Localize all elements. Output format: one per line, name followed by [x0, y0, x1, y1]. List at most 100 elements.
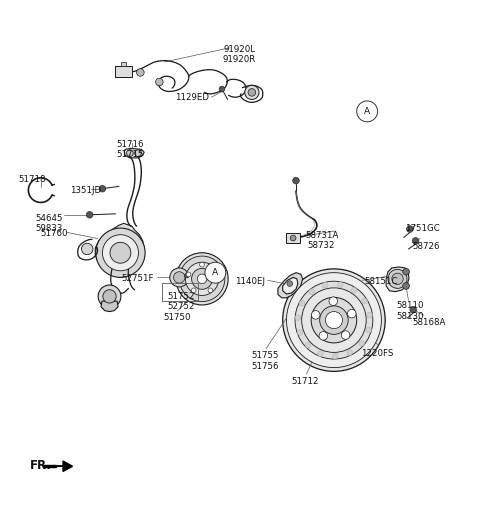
Text: 1220FS: 1220FS: [361, 349, 394, 357]
Text: 58151C: 58151C: [364, 277, 398, 286]
Circle shape: [293, 177, 300, 184]
Circle shape: [348, 310, 356, 318]
Text: 51712: 51712: [292, 377, 319, 386]
Circle shape: [325, 312, 342, 329]
Text: A: A: [364, 107, 370, 116]
Circle shape: [102, 235, 138, 271]
Text: FR.: FR.: [30, 459, 52, 472]
Polygon shape: [124, 148, 144, 158]
Text: 1140EJ: 1140EJ: [235, 277, 264, 286]
Circle shape: [179, 256, 225, 302]
Circle shape: [96, 228, 145, 278]
Circle shape: [403, 268, 409, 275]
Circle shape: [388, 269, 407, 288]
Circle shape: [301, 288, 366, 352]
Text: 52751F: 52751F: [121, 274, 154, 283]
Circle shape: [248, 89, 256, 96]
Circle shape: [156, 78, 163, 86]
Circle shape: [367, 312, 372, 318]
Circle shape: [403, 283, 409, 289]
Text: 51750: 51750: [164, 314, 191, 322]
Circle shape: [170, 268, 189, 287]
Circle shape: [341, 331, 350, 339]
Bar: [286, 233, 300, 243]
Circle shape: [174, 272, 185, 283]
Circle shape: [319, 332, 327, 340]
Text: 51716
51715: 51716 51715: [116, 140, 144, 159]
Circle shape: [366, 327, 372, 333]
Circle shape: [99, 185, 106, 192]
Circle shape: [186, 272, 191, 277]
Polygon shape: [283, 278, 298, 294]
Circle shape: [311, 297, 357, 343]
Text: 58168A: 58168A: [412, 318, 445, 327]
Circle shape: [347, 350, 353, 355]
Text: 51755
51756: 51755 51756: [251, 351, 278, 371]
Circle shape: [176, 253, 228, 305]
Circle shape: [337, 282, 343, 287]
Polygon shape: [386, 267, 409, 291]
Circle shape: [137, 68, 144, 76]
Circle shape: [299, 300, 305, 306]
Circle shape: [392, 273, 403, 285]
Circle shape: [135, 150, 141, 157]
Circle shape: [295, 281, 373, 359]
Text: A: A: [212, 268, 218, 277]
Circle shape: [197, 274, 207, 284]
Text: 58110
58130: 58110 58130: [396, 301, 424, 320]
Circle shape: [312, 311, 320, 319]
Circle shape: [407, 226, 413, 232]
Circle shape: [357, 101, 378, 122]
Circle shape: [213, 272, 218, 277]
Circle shape: [205, 262, 226, 283]
Circle shape: [127, 150, 133, 157]
Text: 54645
59833: 54645 59833: [36, 214, 63, 233]
Bar: [121, 62, 126, 66]
Text: 51752
52752: 51752 52752: [168, 291, 195, 311]
Circle shape: [219, 86, 225, 92]
Bar: [115, 66, 132, 77]
Circle shape: [309, 289, 314, 295]
Circle shape: [320, 306, 348, 334]
Bar: [162, 283, 198, 301]
Circle shape: [110, 243, 131, 263]
Polygon shape: [278, 272, 302, 298]
Circle shape: [359, 340, 364, 346]
Circle shape: [329, 297, 337, 305]
Text: 1351JD: 1351JD: [70, 185, 101, 195]
Circle shape: [192, 268, 213, 289]
Circle shape: [86, 212, 93, 218]
Circle shape: [305, 342, 311, 348]
Circle shape: [103, 290, 116, 303]
Circle shape: [283, 269, 385, 371]
Circle shape: [287, 281, 293, 286]
Circle shape: [184, 273, 189, 278]
Circle shape: [245, 85, 259, 99]
Text: 91920L
91920R: 91920L 91920R: [222, 45, 256, 64]
Circle shape: [318, 351, 323, 356]
Polygon shape: [43, 466, 56, 467]
Circle shape: [410, 306, 417, 313]
Text: 58731A
58732: 58731A 58732: [305, 231, 338, 250]
Text: 51718: 51718: [18, 175, 46, 184]
Polygon shape: [96, 224, 144, 271]
Text: 1751GC: 1751GC: [405, 225, 440, 233]
Circle shape: [287, 272, 382, 368]
Circle shape: [295, 315, 301, 320]
Text: 51760: 51760: [40, 229, 68, 238]
Circle shape: [192, 288, 196, 293]
Circle shape: [200, 262, 204, 267]
Circle shape: [290, 235, 296, 241]
Circle shape: [332, 353, 338, 359]
Polygon shape: [101, 301, 118, 312]
Circle shape: [297, 330, 303, 335]
Circle shape: [412, 237, 419, 244]
Circle shape: [323, 282, 328, 288]
Circle shape: [361, 298, 367, 304]
Text: 58726: 58726: [412, 243, 440, 251]
Text: 1129ED: 1129ED: [175, 93, 209, 101]
Circle shape: [98, 285, 121, 308]
Circle shape: [208, 288, 213, 293]
FancyArrow shape: [43, 461, 72, 471]
Circle shape: [185, 262, 219, 296]
